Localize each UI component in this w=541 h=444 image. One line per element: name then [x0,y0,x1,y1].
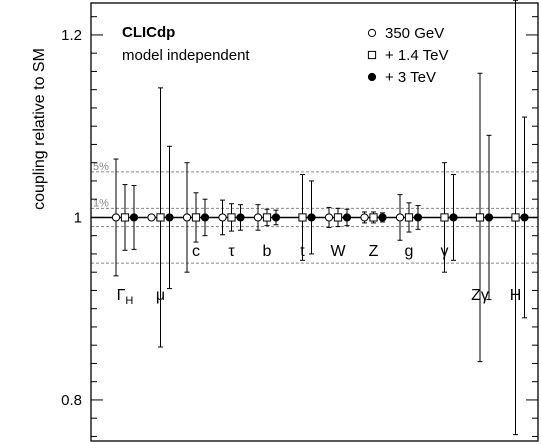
y-tick-label: 0.8 [61,392,82,409]
category-label: μ [156,287,165,304]
legend-marker [367,28,377,38]
data-point [165,213,174,222]
data-point [378,213,387,222]
data-point [449,213,458,222]
legend: 350 GeV + 1.4 TeV + 3 TeV [367,25,449,86]
category-label: ΓH [117,287,134,307]
data-point [413,213,423,222]
data-point [271,213,281,222]
data-point [120,213,130,222]
data-point [200,213,210,222]
legend-marker [367,72,377,82]
category-label: Z [369,243,379,260]
data-point [475,213,485,222]
category-label: H [510,287,522,304]
legend-label: + 1.4 TeV [385,47,449,64]
data-point [404,213,414,222]
data-point [156,213,165,222]
data-point [262,213,272,222]
data-point [218,213,227,222]
category-label: g [405,243,414,260]
y-axis-label: coupling relative to SM [31,48,48,210]
y-axis: 0.8 1 1.2 [61,16,538,437]
data-point [342,213,352,222]
category-label: γ [441,243,449,260]
data-point [369,213,378,222]
data-point [111,213,121,222]
y-tick-label: 1 [74,209,82,226]
data-point [191,213,201,222]
data-point [520,213,529,222]
plot-frame [90,2,539,442]
data-point [182,213,192,222]
reference-line-label: 5% [93,161,109,173]
y-tick-label: 1.2 [61,27,82,44]
category-label: b [263,243,272,260]
data-point [440,213,449,222]
data-point [324,213,334,222]
legend-label: 350 GeV [385,25,444,42]
category-label: Zγ [471,287,489,304]
legend-marker [367,50,377,60]
category-label: τ [228,243,235,260]
data-point [395,213,405,222]
reference-line-label: 1% [93,197,109,209]
data-point [129,213,139,222]
data-point [236,213,245,222]
category-label: W [330,243,346,260]
data-point [253,213,263,222]
category-label: c [192,243,200,260]
data-point [511,213,520,222]
reference-lines: 5% 1% [91,161,538,264]
data-point [333,213,343,222]
data-point [307,213,316,222]
data-point [298,213,307,222]
data-markers [111,213,529,222]
data-point [227,213,236,222]
chart-subtitle: model independent [122,47,250,64]
category-label: t [300,243,305,260]
chart-title: CLICdp [122,24,175,41]
legend-label: + 3 TeV [385,69,436,86]
data-point [360,213,369,222]
data-point [484,213,494,222]
data-point [147,213,156,222]
